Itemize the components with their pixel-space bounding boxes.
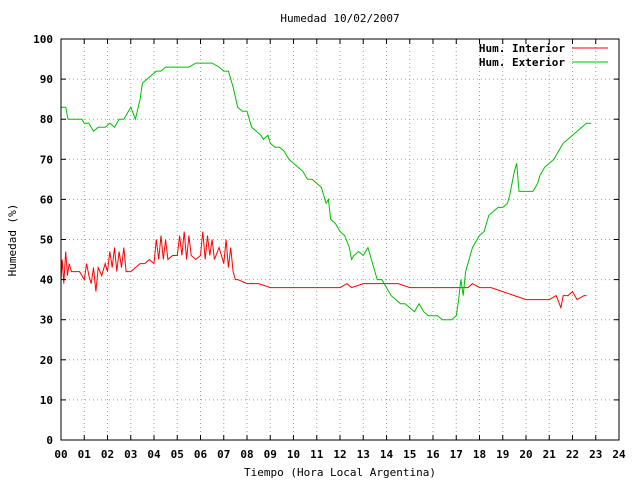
x-tick-label: 20 [519, 448, 532, 461]
y-tick-label: 60 [40, 193, 53, 206]
x-tick-label: 11 [310, 448, 324, 461]
legend-label-interior: Hum. Interior [479, 42, 565, 55]
grid [61, 39, 619, 440]
y-tick-label: 20 [40, 354, 53, 367]
x-tick-label: 02 [101, 448, 114, 461]
x-tick-label: 21 [543, 448, 557, 461]
x-tick-label: 03 [124, 448, 137, 461]
series-line-interior [60, 231, 587, 310]
x-tick-label: 01 [78, 448, 92, 461]
axis-ticks: 00 01 02 03 04 05 06 07 08 09 10 11 12 13 14 15 16 17 18 19… [33, 33, 626, 461]
x-tick-label: 08 [240, 448, 253, 461]
x-tick-label: 23 [589, 448, 602, 461]
x-tick-label: 16 [426, 448, 440, 461]
y-tick-label: 10 [40, 394, 53, 407]
x-tick-label: 18 [473, 448, 486, 461]
y-tick-label: 40 [40, 274, 53, 287]
x-axis-label: Tiempo (Hora Local Argentina) [244, 466, 436, 479]
x-tick-label: 04 [147, 448, 161, 461]
x-tick-label: 22 [566, 448, 579, 461]
chart-title: Humedad 10/02/2007 [280, 12, 399, 25]
y-tick-label: 80 [40, 113, 53, 126]
x-tick-label: 13 [357, 448, 370, 461]
x-tick-label: 00 [54, 448, 67, 461]
x-tick-label: 05 [171, 448, 184, 461]
y-tick-label: 90 [40, 73, 53, 86]
x-tick-label: 14 [380, 448, 394, 461]
x-tick-label: 12 [333, 448, 346, 461]
x-tick-label: 24 [612, 448, 626, 461]
y-tick-label: 50 [40, 234, 53, 247]
x-tick-label: 19 [496, 448, 509, 461]
y-axis-label: Humedad (%) [6, 204, 19, 277]
series-line-exterior [61, 62, 592, 321]
series-group [60, 62, 592, 321]
legend: Hum. Interior Hum. Exterior [479, 42, 608, 69]
y-tick-label: 0 [46, 434, 53, 447]
x-tick-label: 17 [450, 448, 463, 461]
x-tick-label: 09 [264, 448, 277, 461]
x-tick-label: 10 [287, 448, 300, 461]
y-tick-label: 30 [40, 314, 53, 327]
y-tick-label: 100 [33, 33, 53, 46]
x-tick-label: 07 [217, 448, 230, 461]
x-tick-label: 06 [194, 448, 208, 461]
legend-label-exterior: Hum. Exterior [479, 56, 565, 69]
y-tick-label: 70 [40, 153, 53, 166]
x-tick-label: 15 [403, 448, 416, 461]
